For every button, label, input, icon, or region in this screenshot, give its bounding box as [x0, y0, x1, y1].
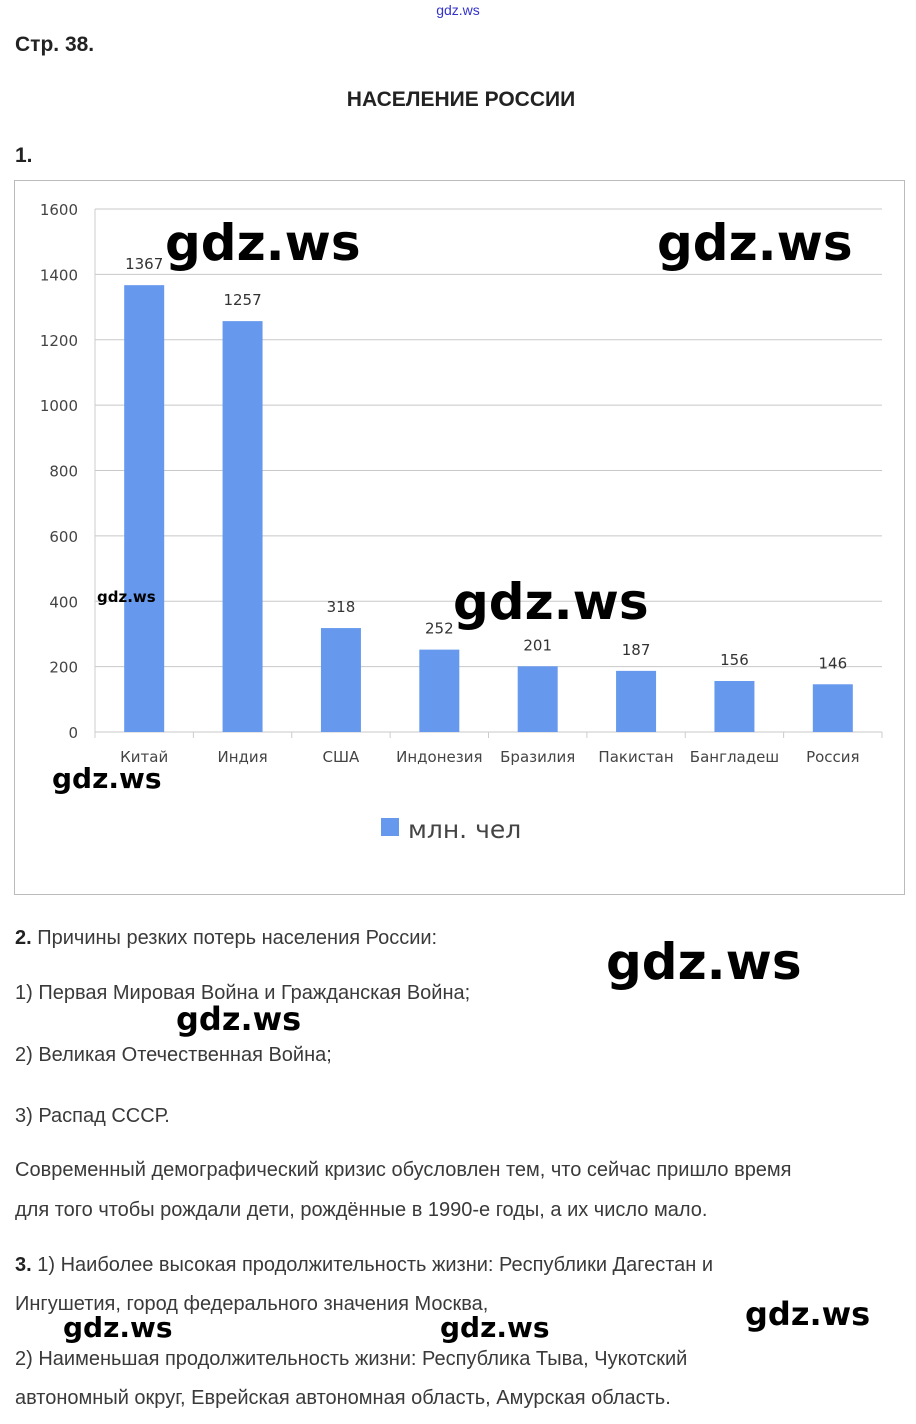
x-tick-label: Россия: [806, 748, 860, 766]
data-label: 318: [327, 598, 356, 616]
watermark-top[interactable]: gdz.ws: [436, 2, 480, 18]
watermark: gdz.ws: [97, 588, 156, 606]
chart-frame: [14, 180, 905, 895]
list-item: 3) Распад СССР.: [15, 1105, 170, 1127]
watermark: gdz.ws: [453, 573, 649, 631]
bar-Россия: [812, 684, 853, 732]
task-1-number: 1.: [15, 144, 33, 167]
watermark: gdz.ws: [606, 933, 802, 991]
y-tick-label: 1600: [40, 201, 78, 219]
y-tick-label: 400: [49, 593, 78, 611]
data-label: 1367: [125, 255, 163, 273]
task-2-number: 2.: [15, 927, 32, 949]
data-label: 187: [622, 641, 651, 659]
bar-Бразилия: [517, 666, 558, 732]
x-tick-label: Китай: [120, 748, 168, 766]
watermark: gdz.ws: [63, 1311, 173, 1344]
task-3-number: 3.: [15, 1254, 32, 1276]
data-label: 1257: [223, 291, 261, 309]
y-tick-label: 200: [49, 659, 78, 677]
y-tick-label: 1400: [40, 266, 78, 284]
x-tick-label: Индия: [217, 748, 267, 766]
data-label: 252: [425, 620, 454, 638]
watermark: gdz.ws: [52, 762, 162, 795]
y-tick-label: 800: [49, 463, 78, 481]
data-label: 201: [523, 636, 552, 654]
task-3-text: 1) Наиболее высокая продолжительность жи…: [31, 1254, 714, 1276]
task-3-line: 2) Наименьшая продолжительность жизни: Р…: [15, 1348, 688, 1370]
watermark: gdz.ws: [440, 1311, 550, 1344]
page-number: Стр. 38.: [15, 33, 95, 56]
task-2-heading: 2. Причины резких потерь населения Росси…: [15, 927, 437, 950]
y-tick-label: 600: [49, 528, 78, 546]
list-item: 1) Первая Мировая Война и Гражданская Во…: [15, 982, 471, 1004]
page-title: НАСЕЛЕНИЕ РОССИИ: [346, 88, 576, 111]
legend-label: млн. чел: [408, 815, 521, 844]
bar-chart: 0 200 400 600 800 1000 1200 1400 1600 1367 Китай 12…: [40, 201, 883, 844]
y-tick-label: 0: [68, 724, 78, 742]
y-tick-label: 1200: [40, 332, 78, 350]
watermark: gdz.ws: [176, 1000, 302, 1038]
paragraph-line: для того чтобы рождали дети, рождённые в…: [15, 1199, 708, 1221]
watermark: gdz.ws: [657, 214, 853, 272]
task-2-heading-text: Причины резких потерь населения России:: [31, 927, 438, 949]
bar-Пакистан: [616, 670, 657, 732]
x-tick-label: Индонезия: [396, 748, 482, 766]
bar-Китай: [124, 285, 165, 732]
x-tick-label: США: [323, 748, 361, 766]
bar-Индонезия: [419, 649, 460, 732]
task-3-line: автономный округ, Еврейская автономная о…: [15, 1387, 671, 1409]
x-tick-label: Пакистан: [598, 748, 673, 766]
bar-США: [320, 628, 361, 732]
x-tick-label: Бразилия: [500, 748, 575, 766]
bar-Бангладеш: [714, 681, 755, 732]
data-label: 156: [720, 651, 749, 669]
task-3-line: 3. 1) Наиболее высокая продолжительность…: [15, 1254, 713, 1277]
bar-Индия: [222, 321, 263, 732]
paragraph-line: Современный демографический кризис обусл…: [15, 1159, 792, 1181]
task-3-line: Ингушетия, город федерального значения М…: [15, 1293, 489, 1315]
x-tick-label: Бангладеш: [690, 748, 779, 766]
watermark: gdz.ws: [165, 214, 361, 272]
data-label: 146: [818, 654, 847, 672]
y-tick-label: 1000: [40, 397, 78, 415]
watermark: gdz.ws: [745, 1295, 871, 1333]
legend-swatch: [381, 818, 399, 836]
list-item: 2) Великая Отечественная Война;: [15, 1044, 332, 1066]
